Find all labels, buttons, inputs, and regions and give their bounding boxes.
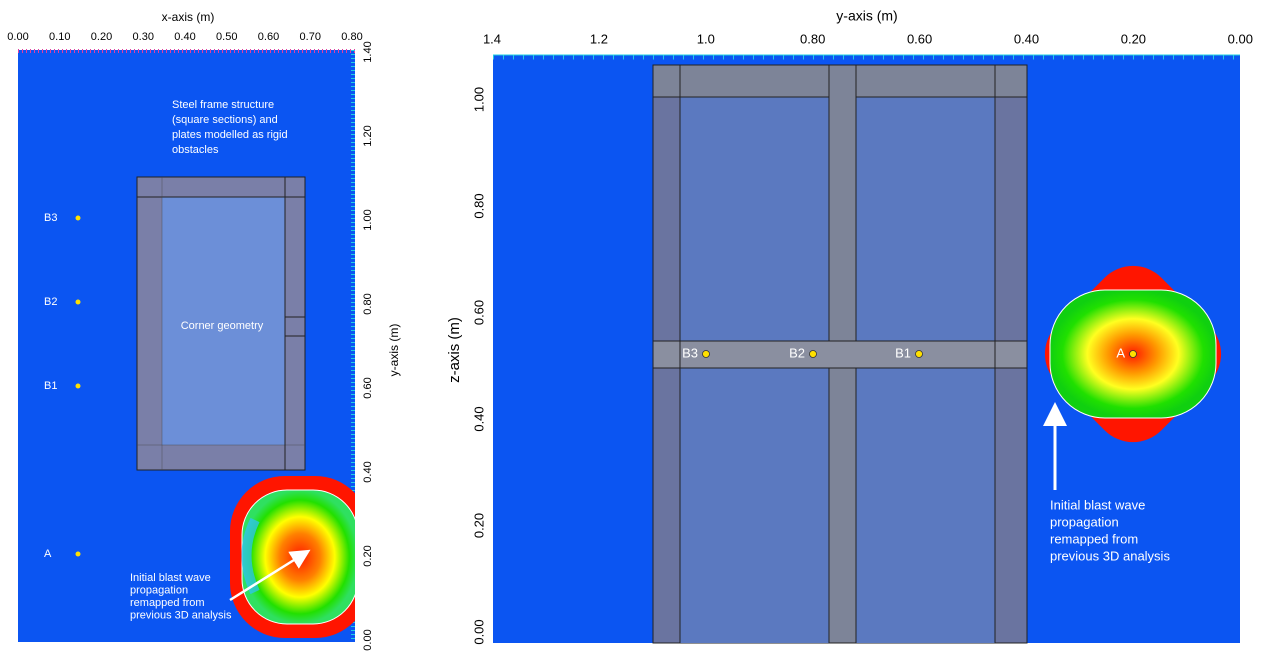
y-tick-label: 1.00 xyxy=(471,87,486,112)
y-tick-label: 0.60 xyxy=(471,300,486,325)
annotation: propagation xyxy=(130,584,188,596)
x-tick-label: 1.4 xyxy=(483,31,501,46)
y-tick-label: 1.40 xyxy=(362,41,374,62)
x-tick-label: 0.40 xyxy=(1014,31,1039,46)
annotation: Initial blast wave xyxy=(1050,497,1145,512)
annotation: previous 3D analysis xyxy=(130,609,232,621)
probe-point xyxy=(1129,350,1137,358)
x-tick-label: 0.30 xyxy=(133,31,154,43)
frame xyxy=(136,176,306,471)
probe-point xyxy=(75,383,81,389)
x-tick-label: 0.40 xyxy=(174,31,195,43)
probe-point xyxy=(915,350,923,358)
x-tick-label: 0.20 xyxy=(91,31,112,43)
x-tick-label: 0.70 xyxy=(300,31,321,43)
point-label: B1 xyxy=(44,380,57,392)
x-axis-label: x-axis (m) xyxy=(162,10,215,24)
y-tick-label: 0.80 xyxy=(471,193,486,218)
annotation: plates modelled as rigid xyxy=(172,129,288,141)
x-tick-label: 1.0 xyxy=(697,31,715,46)
y-tick-label: 0.60 xyxy=(362,377,374,398)
probe-point xyxy=(75,215,81,221)
x-tick-label: 0.00 xyxy=(7,31,28,43)
x-axis-label: y-axis (m) xyxy=(836,8,897,24)
y-tick-label: 0.00 xyxy=(471,619,486,644)
points xyxy=(702,350,1137,358)
label-box xyxy=(570,44,628,54)
y-tick-label: 0.40 xyxy=(471,406,486,431)
annotation: remapped from xyxy=(1050,531,1138,546)
point-label: B2 xyxy=(44,296,57,308)
x-tick-label: 0.00 xyxy=(1228,31,1253,46)
x-tick-label: 0.80 xyxy=(800,31,825,46)
x-tick-label: 0.20 xyxy=(1121,31,1146,46)
y-tick-label: 0.00 xyxy=(362,629,374,650)
point-label: B3 xyxy=(682,345,698,360)
point-label: B2 xyxy=(789,345,805,360)
y-axis-label: y-axis (m) xyxy=(387,324,401,377)
annotation: Initial blast wave xyxy=(130,572,211,584)
x-tick-label: 0.50 xyxy=(216,31,237,43)
x-tick-label: 1.2 xyxy=(590,31,608,46)
point-label: B1 xyxy=(895,345,911,360)
point-label: A xyxy=(1116,345,1125,360)
annotation: previous 3D analysis xyxy=(1050,548,1170,563)
x-tick-label: 0.10 xyxy=(49,31,70,43)
probe-point xyxy=(75,299,81,305)
probe-point xyxy=(809,350,817,358)
left-panel xyxy=(18,49,355,642)
annotation: propagation xyxy=(1050,514,1119,529)
annotation: remapped from xyxy=(130,597,205,609)
probe-point xyxy=(75,551,81,557)
x-tick-label: 0.80 xyxy=(341,31,362,43)
y-tick-label: 1.00 xyxy=(362,209,374,230)
probe-point xyxy=(702,350,710,358)
right-panel xyxy=(493,44,1240,644)
texts: x-axis (m) 0.00 0.10 0.20 0.30 0.40 0.50 0.60 0.… xyxy=(7,8,1253,651)
point-label: B3 xyxy=(44,212,57,224)
points xyxy=(75,215,81,557)
y-tick-label: 0.80 xyxy=(362,293,374,314)
y-tick-label: 1.20 xyxy=(362,125,374,146)
y-tick-label: 0.20 xyxy=(471,513,486,538)
point-label: A xyxy=(44,548,52,560)
annotation: obstacles xyxy=(172,144,219,156)
annotation: (square sections) and xyxy=(172,114,278,126)
arrow xyxy=(229,549,311,602)
frame-label: Corner geometry xyxy=(181,320,264,332)
y-tick-label: 0.40 xyxy=(362,461,374,482)
annotation: Steel frame structure xyxy=(172,99,274,111)
y-axis-label: z-axis (m) xyxy=(446,317,463,383)
x-tick-label: 0.60 xyxy=(258,31,279,43)
y-tick-label: 0.20 xyxy=(362,545,374,566)
x-tick-label: 0.60 xyxy=(907,31,932,46)
frame xyxy=(652,64,1028,644)
